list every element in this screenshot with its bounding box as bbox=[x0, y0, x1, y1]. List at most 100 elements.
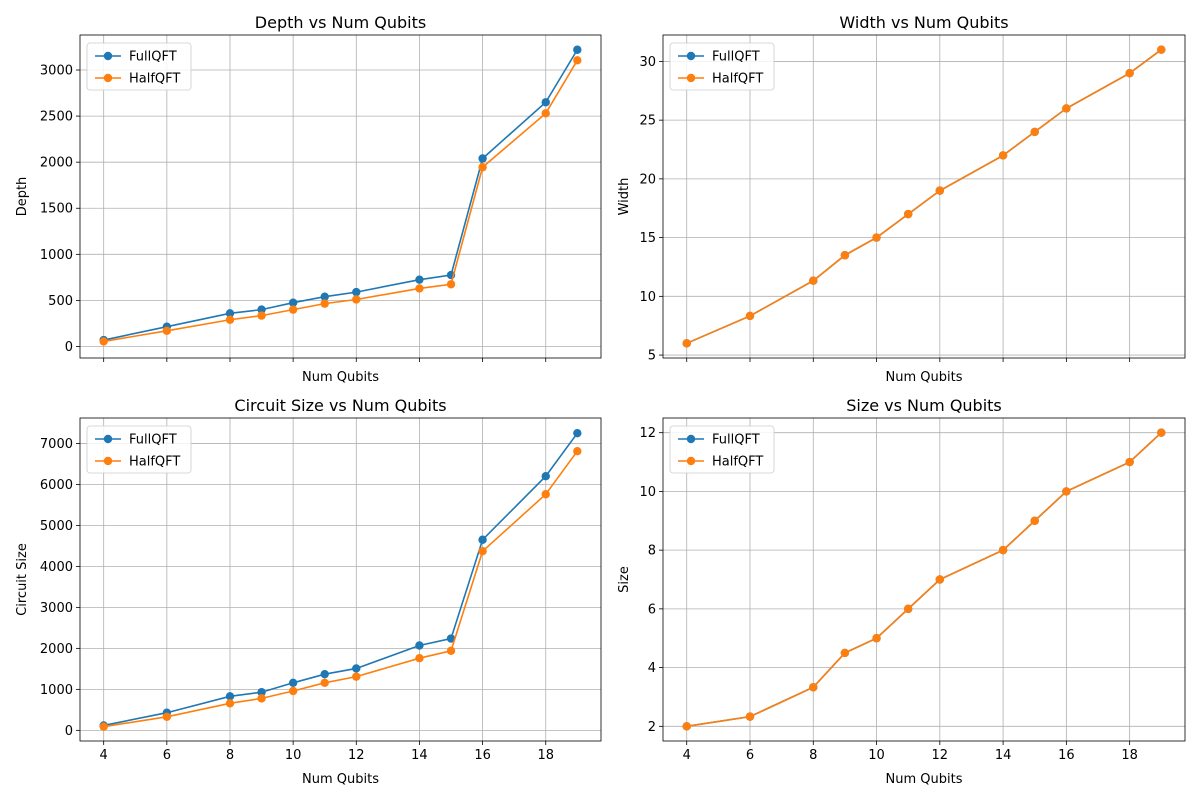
y-tick-label: 500 bbox=[48, 294, 73, 309]
y-axis-label: Circuit Size bbox=[15, 543, 30, 616]
y-tick-label: 8 bbox=[648, 544, 656, 559]
data-point bbox=[257, 311, 266, 320]
y-tick-label: 4 bbox=[648, 661, 656, 676]
x-tick-label: 18 bbox=[537, 748, 554, 763]
y-tick-label: 7000 bbox=[40, 437, 73, 452]
y-tick-label: 10 bbox=[639, 290, 656, 305]
y-tick-label: 30 bbox=[639, 55, 656, 70]
axes-frame bbox=[79, 34, 602, 359]
y-axis-label: Depth bbox=[15, 177, 30, 217]
data-point bbox=[225, 315, 235, 324]
x-axis-label: Num Qubits bbox=[886, 772, 963, 787]
y-tick-label: 4000 bbox=[40, 560, 73, 575]
series-halfqft bbox=[682, 45, 1166, 348]
data-point bbox=[320, 299, 329, 308]
y-tick-label: 15 bbox=[639, 231, 656, 246]
series-fullqft bbox=[99, 428, 582, 730]
chart-title: Depth vs Num Qubits bbox=[255, 13, 426, 32]
y-tick-label: 1000 bbox=[40, 683, 73, 698]
data-point bbox=[225, 699, 235, 708]
legend: FullQFT HalfQFT bbox=[86, 425, 192, 474]
legend-label: FullQFT bbox=[712, 433, 760, 448]
data-point bbox=[478, 154, 487, 163]
data-point bbox=[1062, 104, 1071, 113]
circuit-size-chart-panel: Circuit Size vs Num Qubits Num Qubits Ci… bbox=[15, 396, 602, 787]
y-tick-label: 5000 bbox=[40, 519, 73, 534]
legend-label: HalfQFT bbox=[129, 455, 180, 470]
x-tick-label: 6 bbox=[163, 748, 171, 763]
legend-label: HalfQFT bbox=[129, 72, 180, 87]
legend-marker bbox=[686, 434, 696, 444]
grid bbox=[80, 35, 601, 358]
grid bbox=[80, 418, 601, 741]
data-point bbox=[257, 688, 266, 697]
x-tick-label: 12 bbox=[932, 748, 949, 763]
data-point bbox=[415, 275, 424, 284]
legend: FullQFT HalfQFT bbox=[86, 42, 192, 91]
data-point bbox=[478, 535, 487, 544]
legend-marker bbox=[103, 51, 113, 61]
legend-marker bbox=[103, 434, 113, 444]
data-point bbox=[935, 186, 945, 195]
data-point bbox=[1157, 428, 1166, 437]
data-point bbox=[288, 678, 298, 687]
x-tick-label: 18 bbox=[1121, 748, 1138, 763]
series-line bbox=[103, 59, 579, 343]
data-point bbox=[446, 634, 456, 643]
data-point bbox=[998, 545, 1008, 555]
data-point bbox=[745, 712, 755, 721]
data-point bbox=[352, 295, 361, 304]
series-halfqft bbox=[99, 56, 582, 346]
series-line bbox=[103, 450, 578, 728]
depth-chart-panel: Depth vs Num Qubits Num Qubits Depth 0 50… bbox=[15, 13, 602, 385]
x-tick-label: 10 bbox=[285, 748, 302, 763]
data-point bbox=[1125, 457, 1134, 467]
data-point bbox=[288, 686, 298, 696]
data-point bbox=[446, 280, 456, 289]
data-point bbox=[541, 109, 550, 118]
data-point bbox=[935, 575, 945, 584]
legend-label: HalfQFT bbox=[712, 455, 763, 470]
data-point bbox=[541, 490, 550, 499]
x-tick-label: 16 bbox=[474, 748, 491, 763]
x-tick-label: 14 bbox=[411, 748, 428, 763]
data-point bbox=[352, 672, 361, 681]
y-tick-label: 5 bbox=[648, 349, 656, 364]
data-point bbox=[1157, 45, 1166, 54]
y-tick-label: 6 bbox=[648, 602, 656, 617]
series-line bbox=[103, 432, 578, 727]
data-point bbox=[840, 251, 850, 260]
data-point bbox=[478, 547, 487, 556]
x-tick-label: 8 bbox=[809, 748, 817, 763]
y-tick-label: 1000 bbox=[40, 248, 73, 263]
data-point bbox=[872, 233, 881, 242]
data-point bbox=[682, 722, 691, 731]
legend: FullQFT HalfQFT bbox=[669, 42, 775, 91]
data-point bbox=[352, 664, 361, 673]
data-point bbox=[1062, 487, 1071, 496]
data-point bbox=[415, 654, 424, 663]
legend-label: FullQFT bbox=[712, 50, 760, 65]
y-tick-label: 2500 bbox=[40, 110, 73, 125]
series-halfqft bbox=[682, 428, 1166, 731]
y-tick-label: 1500 bbox=[40, 202, 73, 217]
legend-marker bbox=[103, 456, 113, 466]
series-line bbox=[103, 49, 579, 341]
data-point bbox=[1030, 516, 1039, 525]
data-point bbox=[903, 209, 913, 219]
legend-marker bbox=[686, 456, 696, 466]
data-point bbox=[288, 298, 298, 307]
data-point bbox=[903, 604, 913, 614]
y-tick-label: 12 bbox=[639, 426, 656, 441]
data-point bbox=[478, 163, 487, 172]
data-point bbox=[1030, 127, 1039, 137]
x-axis-label: Num Qubits bbox=[886, 370, 963, 385]
data-point bbox=[257, 694, 266, 703]
data-point bbox=[573, 428, 582, 438]
data-point bbox=[541, 472, 550, 481]
data-point bbox=[840, 648, 850, 658]
axes-frame bbox=[662, 34, 1186, 359]
x-tick-label: 6 bbox=[746, 748, 754, 763]
